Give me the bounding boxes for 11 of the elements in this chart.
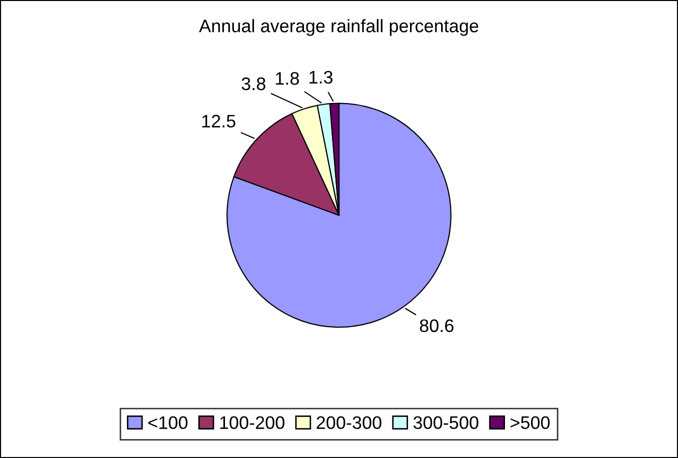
data-label: 80.6: [420, 319, 454, 332]
legend-label: >500: [510, 416, 550, 430]
data-label: 1.8: [276, 72, 299, 85]
legend-label: 200-300: [316, 416, 382, 430]
data-label: 3.8: [242, 77, 266, 90]
legend-label: 100-200: [220, 416, 284, 430]
data-label: 1.3: [310, 70, 332, 84]
chart-title: Annual average rainfall percentage: [199, 19, 478, 36]
legend-label: <100: [148, 416, 188, 430]
data-label: 12.5: [202, 114, 236, 128]
legend-label: 300-500: [413, 416, 478, 430]
